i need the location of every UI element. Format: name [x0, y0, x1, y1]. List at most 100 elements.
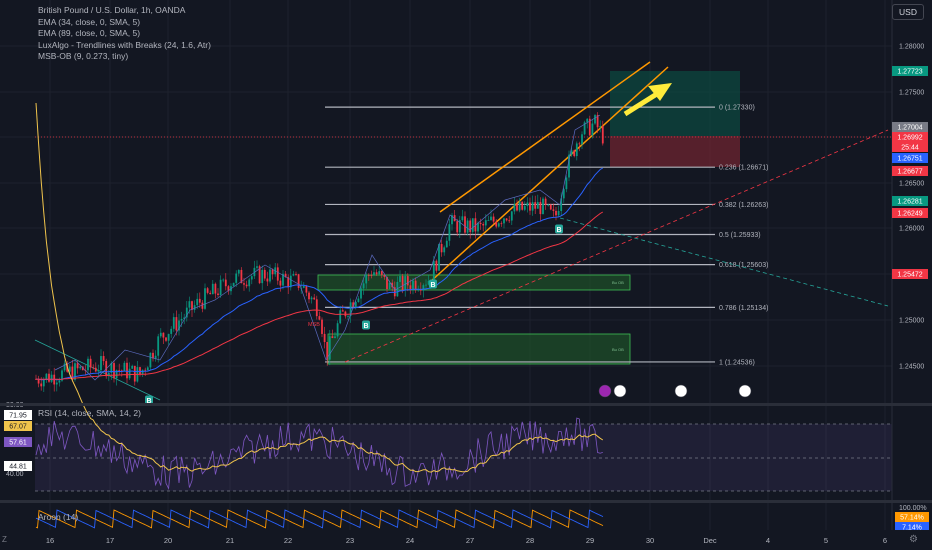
candle-body	[209, 292, 212, 295]
candle-body	[42, 379, 45, 387]
candle-body	[167, 333, 170, 341]
candle-body	[269, 269, 271, 282]
indicator-ema89[interactable]: EMA (89, close, 0, SMA, 5)	[38, 28, 141, 38]
candle-body	[484, 220, 487, 226]
candle-body	[513, 204, 516, 212]
candle-body	[440, 243, 443, 253]
candle-body	[131, 365, 134, 369]
msb-label: MSB	[308, 322, 320, 328]
candle-body	[102, 356, 105, 362]
candle-body	[477, 222, 479, 232]
z-button[interactable]: Z	[2, 535, 7, 544]
candle-body	[542, 198, 544, 215]
candle-body	[557, 210, 560, 216]
candle-body	[479, 222, 482, 224]
candle-body	[110, 363, 113, 373]
candle-body	[505, 218, 508, 221]
candle-body	[284, 273, 287, 278]
candle-body	[331, 336, 334, 338]
candle-body	[211, 283, 214, 295]
candle-body	[287, 277, 290, 288]
aroon-label[interactable]: Aroon (14)	[38, 512, 79, 522]
candle-body	[198, 298, 201, 303]
candle-body	[217, 293, 219, 295]
candle-body	[45, 373, 48, 380]
candle-body	[536, 201, 539, 209]
candle-body	[560, 198, 563, 211]
candle-body	[126, 362, 128, 379]
candle-body	[133, 365, 136, 382]
price-badge-text: 1.26249	[897, 211, 922, 218]
candle-body	[487, 220, 490, 221]
buy-marker	[362, 320, 370, 330]
candle-body	[461, 216, 464, 221]
indicator-ema34[interactable]: EMA (34, close, 0, SMA, 5)	[38, 16, 141, 27]
candle-body	[149, 352, 152, 368]
price-tick: 1.24500	[899, 364, 924, 371]
candle-body	[575, 143, 578, 157]
fib-label: 0.236 (1.26671)	[719, 165, 768, 172]
fib-label: 0.786 (1.25134)	[719, 305, 768, 312]
candle-body	[523, 206, 526, 210]
candle-body	[258, 266, 261, 284]
candle-body	[490, 216, 492, 221]
candle-body	[310, 297, 313, 300]
candle-body	[388, 282, 391, 289]
price-badge-text: 1.26992	[897, 135, 922, 142]
time-tick: 17	[106, 536, 114, 545]
candle-body	[321, 319, 323, 334]
candle-body	[37, 379, 40, 384]
candle-body	[222, 279, 225, 281]
candle-body	[552, 209, 555, 211]
candle-body	[256, 266, 258, 268]
gear-icon[interactable]: ⚙	[909, 534, 918, 545]
candle-body	[261, 269, 264, 284]
candle-body	[518, 201, 521, 211]
time-axis-bg	[0, 530, 932, 550]
price-badge	[892, 269, 928, 279]
time-tick: 24	[406, 536, 414, 545]
aroon-badge	[895, 512, 929, 522]
indicator-legend: British Pound / U.S. Dollar, 1h, OANDA E…	[38, 5, 211, 63]
candle-body	[152, 352, 154, 359]
candle-body	[588, 118, 591, 136]
candle-body	[591, 123, 594, 136]
candle-body	[94, 367, 97, 372]
trendline-teal	[559, 217, 889, 307]
candle-body	[471, 218, 474, 232]
candle-body	[61, 370, 63, 381]
ema34-line	[35, 167, 604, 381]
candle-body	[328, 336, 331, 360]
indicator-msb-ob[interactable]: MSB-OB (9, 0.273, tiny)	[38, 51, 129, 61]
candle-body	[188, 301, 191, 308]
candle-body	[370, 275, 373, 276]
candle-body	[292, 274, 295, 276]
rsi-label[interactable]: RSI (14, close, SMA, 14, 2)	[38, 408, 141, 418]
candle-body	[334, 336, 336, 338]
currency-button[interactable]: USD	[892, 4, 924, 20]
candle-body	[352, 302, 355, 308]
event-icon	[738, 384, 752, 398]
candle-body	[305, 286, 308, 293]
channel-upper	[439, 61, 651, 213]
candle-body	[89, 358, 92, 368]
candle-body	[539, 201, 542, 215]
rsi-sma-line	[35, 102, 604, 473]
indicator-luxalgo[interactable]: LuxAlgo - Trendlines with Breaks (24, 1.…	[38, 39, 211, 50]
buy-marker-label: B	[430, 282, 435, 289]
time-tick: 23	[346, 536, 354, 545]
price-badge	[892, 122, 928, 132]
candle-body	[581, 134, 583, 145]
channel-lower	[429, 66, 669, 283]
candle-body	[555, 210, 557, 216]
symbol-title[interactable]: British Pound / U.S. Dollar, 1h, OANDA	[38, 5, 186, 15]
candle-body	[409, 285, 412, 290]
candle-body	[383, 274, 386, 277]
trendline-red	[344, 129, 889, 363]
time-tick: 4	[766, 536, 770, 545]
candle-body	[128, 368, 131, 379]
zigzag-line	[54, 114, 601, 381]
candle-body	[482, 223, 485, 226]
